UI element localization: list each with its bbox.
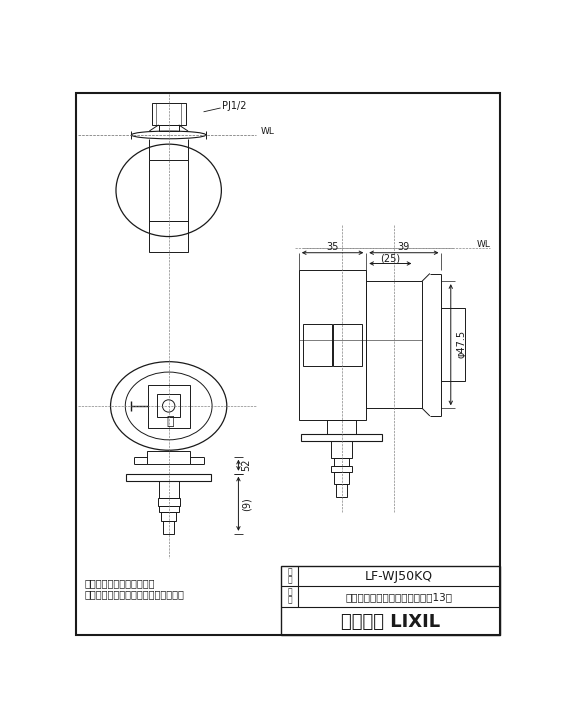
Bar — [163, 521, 174, 534]
Text: 株式会示 LIXIL: 株式会示 LIXIL — [341, 613, 440, 631]
Bar — [334, 459, 349, 466]
Text: 名: 名 — [287, 595, 292, 605]
Bar — [366, 282, 422, 408]
Bar — [281, 566, 500, 636]
Bar — [149, 221, 188, 252]
Text: 52: 52 — [241, 459, 251, 472]
Bar — [330, 441, 352, 459]
Bar — [158, 498, 179, 506]
Bar — [157, 395, 180, 418]
Text: 品: 品 — [287, 588, 292, 597]
Text: WL: WL — [477, 240, 490, 248]
Text: 紧急止水弁付洗濯機用単水栓（13）: 紧急止水弁付洗濯機用単水栓（13） — [346, 592, 452, 602]
Bar — [148, 385, 191, 428]
Bar — [158, 125, 179, 131]
Text: LF-WJ50KQ: LF-WJ50KQ — [365, 570, 433, 582]
Text: 39: 39 — [397, 243, 410, 252]
Text: 35: 35 — [326, 243, 338, 252]
Bar — [330, 466, 352, 472]
Bar — [147, 451, 191, 464]
Bar — [334, 472, 349, 485]
Text: φ47.5: φ47.5 — [456, 330, 466, 359]
Bar — [158, 482, 179, 498]
Text: ・（逆止弁付、全自動洗濯機対応型）: ・（逆止弁付、全自動洗濯機対応型） — [84, 590, 184, 600]
Bar — [152, 104, 185, 125]
Bar — [299, 270, 366, 420]
Text: (9): (9) — [241, 497, 251, 510]
Text: (25): (25) — [380, 253, 400, 263]
Bar — [303, 323, 332, 366]
Text: ・（　）内は、参考寸法。: ・（ ）内は、参考寸法。 — [84, 578, 155, 588]
Bar — [161, 512, 176, 521]
Bar — [333, 323, 362, 366]
Text: WL: WL — [261, 127, 275, 136]
Text: 番: 番 — [287, 575, 292, 585]
Bar — [126, 474, 211, 482]
Bar — [336, 485, 347, 497]
Bar — [149, 160, 188, 221]
Text: 品: 品 — [287, 568, 292, 577]
Bar — [158, 506, 179, 512]
Bar — [442, 308, 465, 382]
Bar — [301, 433, 382, 441]
Bar — [327, 420, 356, 433]
Text: 上: 上 — [166, 415, 174, 428]
Text: PJ1/2: PJ1/2 — [222, 101, 247, 111]
